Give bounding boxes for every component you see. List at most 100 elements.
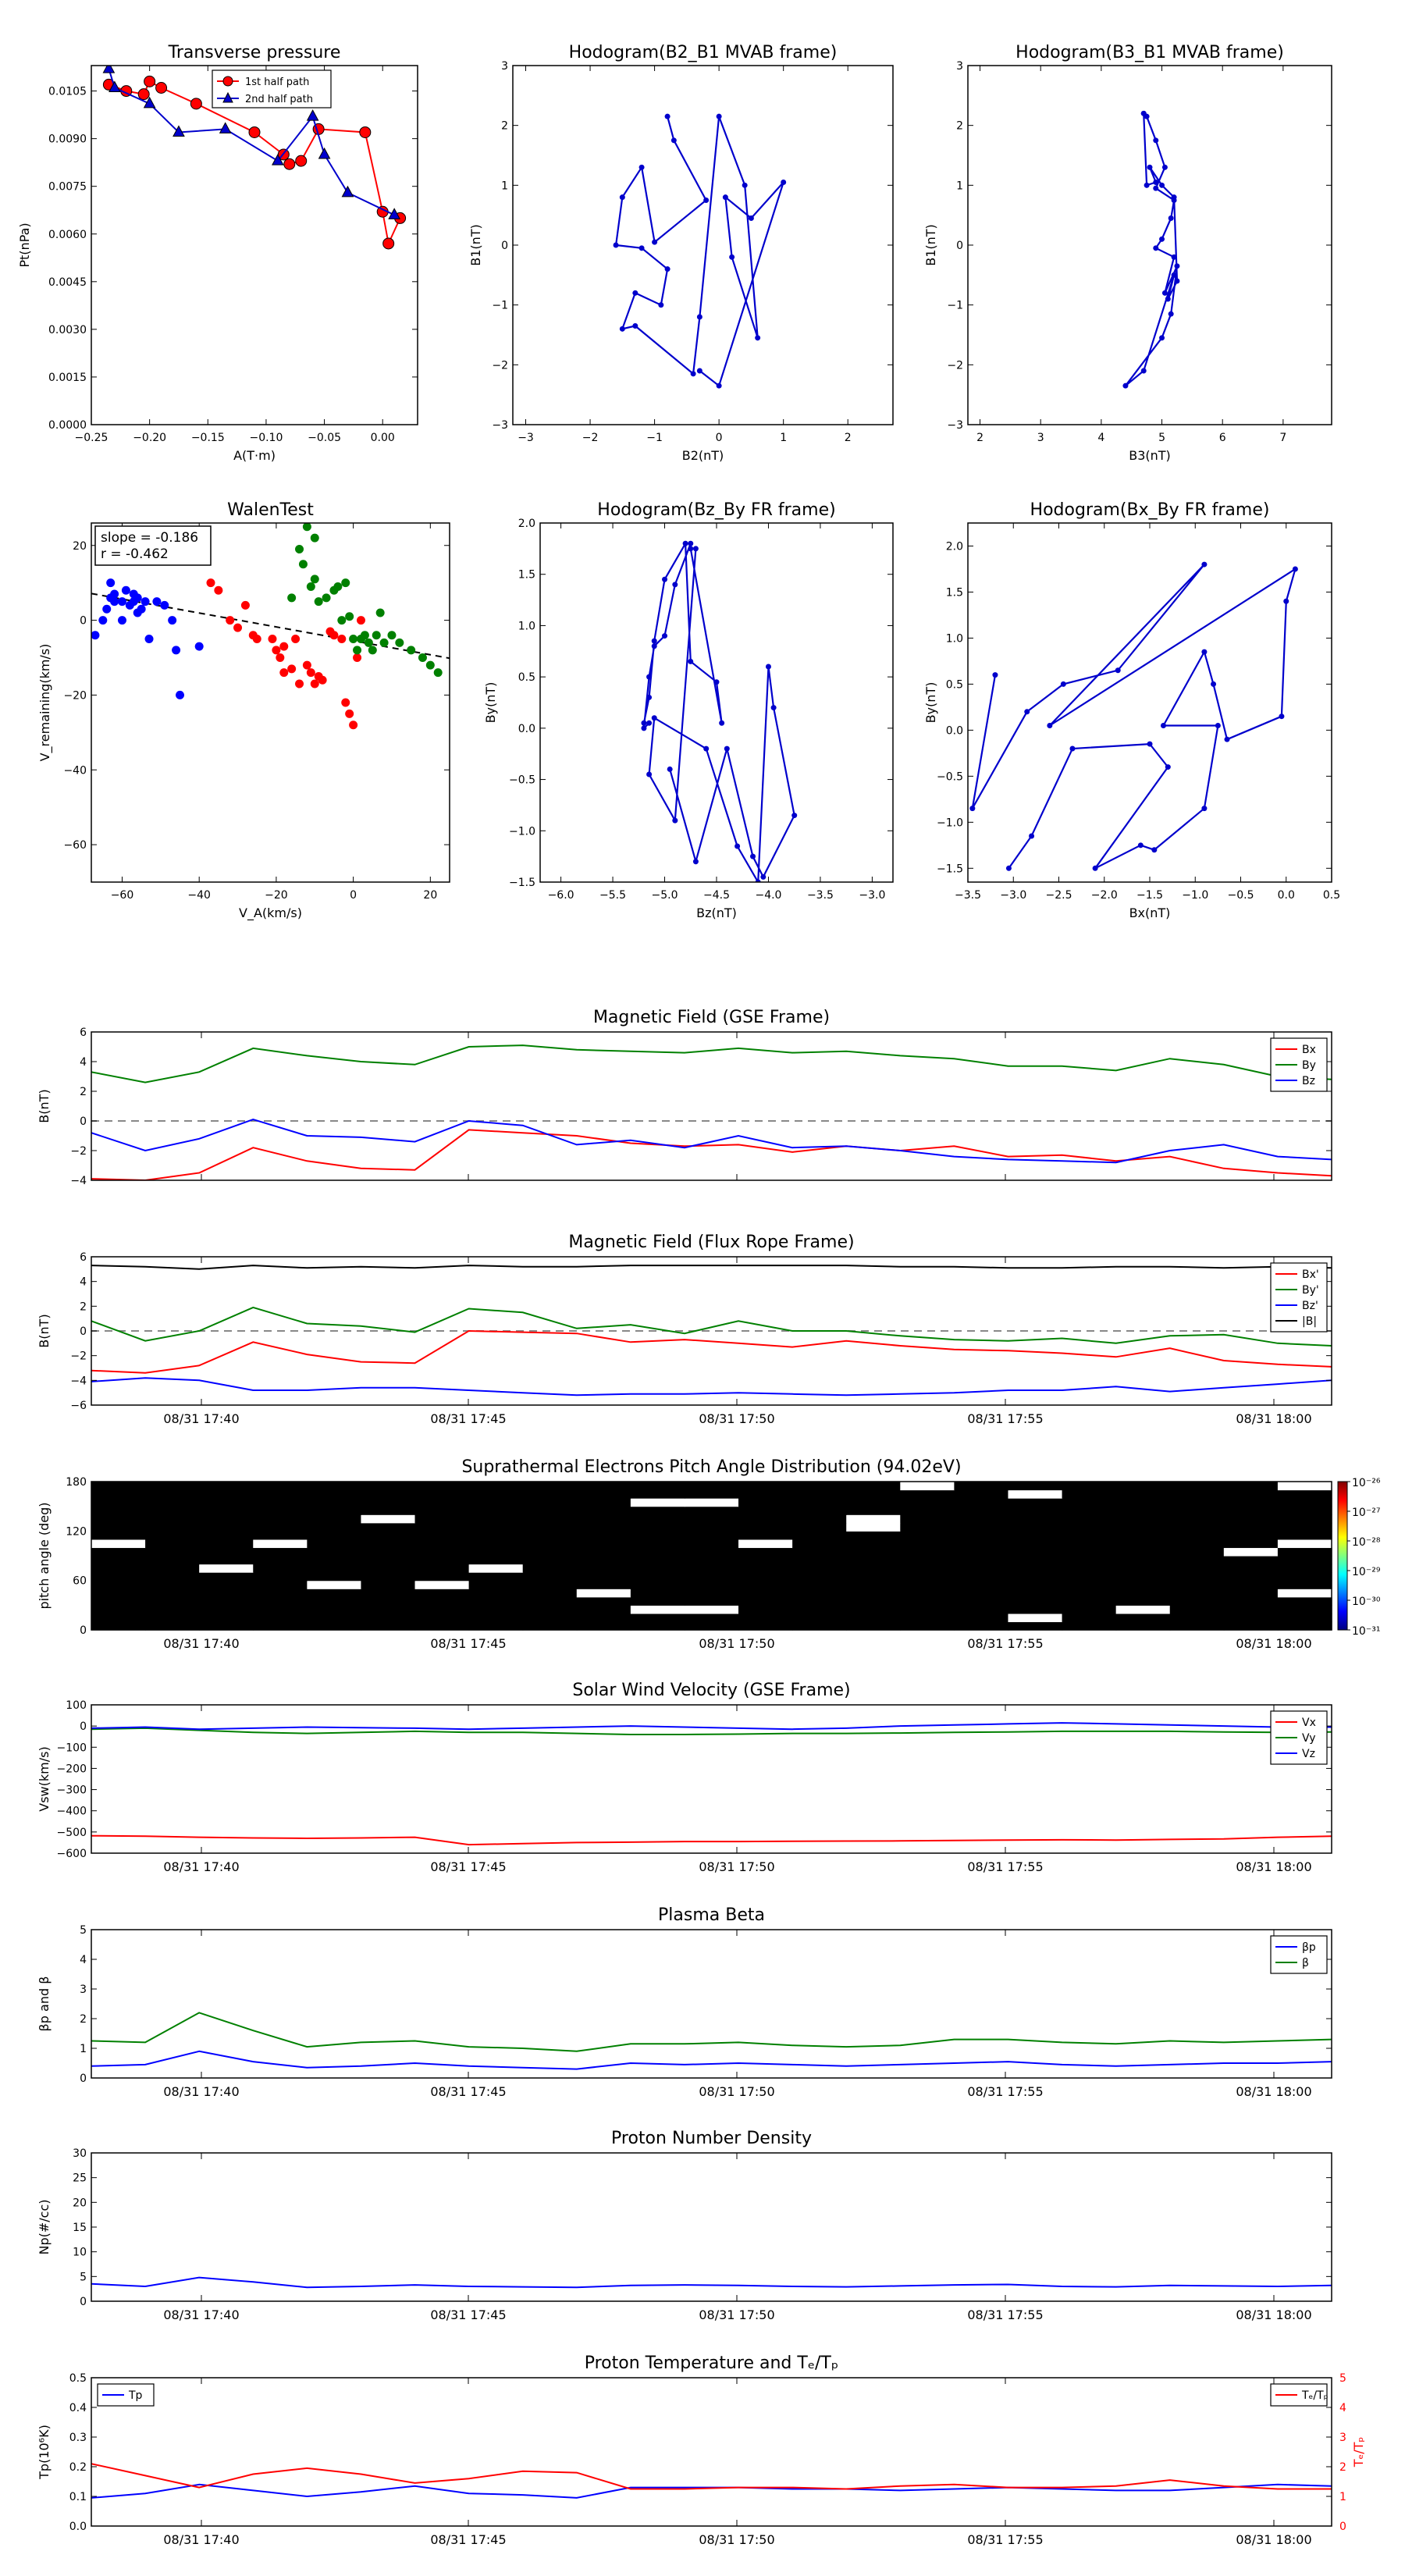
data-point: [144, 635, 154, 644]
heatmap-cell: [414, 1605, 470, 1614]
heatmap-cell: [684, 1498, 739, 1507]
heatmap-cell: [199, 1482, 254, 1491]
heatmap-cell: [253, 1498, 308, 1507]
heatmap-cell: [1062, 1589, 1117, 1598]
data-point: [658, 302, 664, 308]
x-tick-label: −4.5: [703, 889, 730, 902]
y-axis-label: Vsw(km/s): [37, 1746, 52, 1811]
y-axis-label: βp and β: [37, 1976, 52, 2032]
data-point: [1168, 215, 1174, 221]
heatmap-cell: [738, 1522, 793, 1532]
heatmap-cell: [361, 1572, 416, 1582]
heatmap-cell: [145, 1589, 200, 1598]
heatmap-cell: [1062, 1556, 1117, 1565]
heatmap-cell: [792, 1547, 847, 1557]
legend-label: Vy: [1302, 1732, 1316, 1745]
heatmap-cell: [954, 1539, 1009, 1549]
heatmap-cell: [1169, 1589, 1225, 1598]
data-point: [716, 382, 722, 389]
data-point: [337, 616, 347, 625]
data-point: [1211, 681, 1217, 687]
axes-frame: [91, 522, 450, 883]
y-axis-label: V_remaining(km/s): [37, 644, 53, 762]
heatmap-cell: [253, 1621, 308, 1631]
heatmap-cell: [1115, 1506, 1171, 1515]
y-tick-label: 0.3: [69, 2432, 87, 2444]
time-tick-label: 08/31 17:55: [967, 1636, 1043, 1651]
heatmap-cell: [1008, 1580, 1063, 1589]
data-point: [310, 533, 319, 543]
data-point: [302, 660, 311, 670]
time-tick-label: 08/31 17:45: [430, 1859, 506, 1874]
heatmap-cell: [1008, 1482, 1063, 1491]
heatmap-cell: [630, 1596, 685, 1606]
legend: Tp: [97, 2383, 155, 2407]
heatmap-cell: [900, 1613, 955, 1623]
plot-area: [91, 2463, 1332, 2499]
y-tick-label: 2: [80, 1086, 87, 1098]
chart-title: WalenTest: [227, 500, 314, 520]
time-tick-label: 08/31 17:55: [967, 1859, 1043, 1874]
chart-title: Hodogram(Bz_By FR frame): [597, 500, 835, 520]
data-point: [1115, 667, 1121, 674]
heatmap-cell: [1008, 1605, 1063, 1614]
y-tick-label: 3: [956, 60, 963, 73]
y-tick-label: 6: [80, 1251, 87, 1264]
heatmap-cell: [91, 1489, 146, 1499]
heatmap-cell: [199, 1514, 254, 1524]
heatmap-cell: [576, 1580, 631, 1589]
y-tick-label: 0: [501, 240, 508, 252]
axes-frame: [91, 65, 418, 425]
x-tick-label: 2: [976, 432, 984, 444]
data-point: [646, 674, 653, 680]
heatmap-cell: [361, 1596, 416, 1606]
x-axis-label: Bx(nT): [1129, 906, 1171, 920]
y-tick-label: 0.5: [946, 678, 963, 691]
y-axis-label: Np(#/cc): [37, 2200, 52, 2255]
data-point: [713, 679, 720, 685]
heatmap-cell: [1008, 1556, 1063, 1565]
heatmap-cell: [145, 1556, 200, 1565]
series-line: [91, 1834, 1332, 1846]
chart-title: Proton Temperature and Tₑ/Tₚ: [585, 2354, 839, 2373]
data-point: [172, 646, 181, 655]
data-point: [1292, 566, 1298, 572]
data-point: [155, 81, 168, 94]
y-tick-label: −1.5: [937, 863, 963, 875]
data-point: [310, 679, 319, 688]
data-point: [632, 323, 638, 329]
heatmap-cell: [414, 1580, 470, 1589]
legend-label: By': [1302, 1284, 1319, 1297]
axes-frame: [91, 1704, 1332, 1854]
data-point: [742, 182, 748, 188]
time-tick-label: 08/31 17:55: [967, 1411, 1043, 1426]
x-tick-label: 0.00: [371, 432, 395, 444]
data-point: [353, 646, 362, 655]
data-point: [688, 658, 694, 664]
data-point: [98, 616, 108, 625]
y-tick-label: −2: [70, 1145, 87, 1158]
y-tick-label: 0.2: [69, 2461, 87, 2474]
legend-label: |B|: [1302, 1315, 1317, 1328]
heatmap-cell: [1062, 1514, 1117, 1524]
heatmap-cell: [684, 1506, 739, 1515]
y-tick-label: −1.0: [509, 825, 535, 838]
heatmap-cell: [684, 1621, 739, 1631]
heatmap-cell: [630, 1547, 685, 1557]
x-tick-label: −2.5: [1046, 889, 1072, 902]
heatmap-cell: [91, 1572, 146, 1582]
data-point: [341, 578, 350, 588]
y-tick-label: −2: [947, 359, 963, 372]
time-tick-label: 08/31 17:45: [430, 1636, 506, 1651]
heatmap-cell: [846, 1596, 901, 1606]
data-point: [295, 679, 304, 688]
annotation-text: r = -0.462: [101, 546, 169, 562]
data-point: [226, 616, 235, 625]
x-tick-label: 0: [716, 432, 723, 444]
series-line: [91, 1329, 1332, 1374]
heatmap-cell: [792, 1580, 847, 1589]
data-point: [755, 335, 761, 341]
legend-marker: [222, 76, 233, 87]
y-tick-label: −1.5: [509, 877, 535, 889]
heatmap-cell: [1115, 1564, 1171, 1573]
